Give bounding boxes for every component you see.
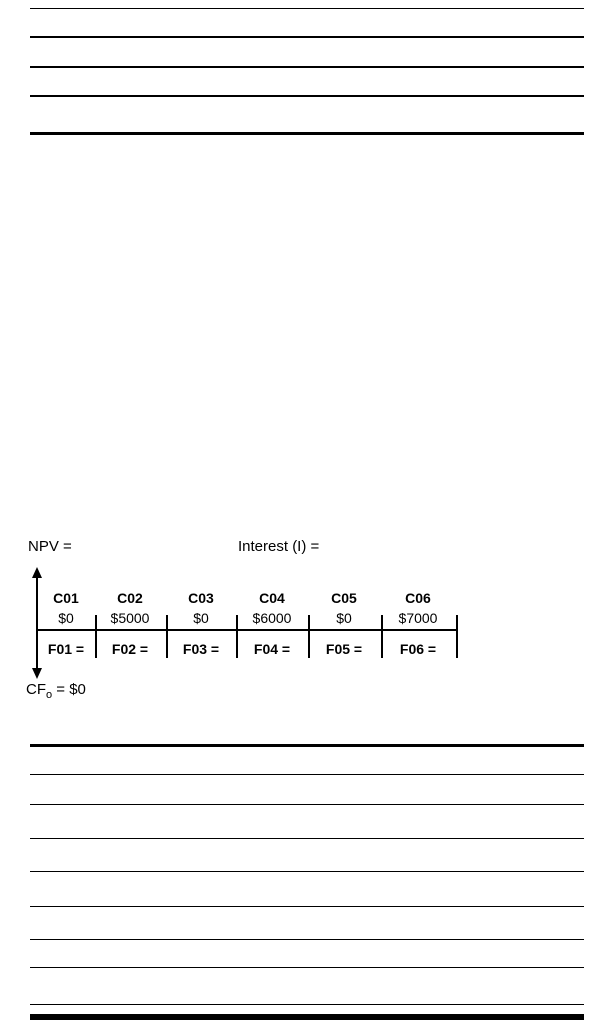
ruled-line <box>30 838 584 839</box>
c-period-label: C03 <box>188 590 214 606</box>
cf0-prefix: CF <box>26 681 46 698</box>
cashflow-value: $0 <box>58 610 74 626</box>
f-frequency-label: F05 = <box>325 641 363 657</box>
cashflow-column: C01 $0 F01 = <box>30 588 102 657</box>
f-frequency-label: F03 = <box>182 641 220 657</box>
timeline-tick <box>456 615 458 658</box>
c-period-label: C04 <box>259 590 285 606</box>
interest-label: Interest (I) = <box>238 538 320 555</box>
cashflow-column: C06 $7000 F06 = <box>382 588 454 657</box>
f-frequency-label: F01 = <box>47 641 85 657</box>
cashflow-value: $5000 <box>110 610 150 626</box>
cf0-label: CFo = $0 <box>26 681 86 701</box>
ruled-line <box>30 66 584 68</box>
cashflow-column: C04 $6000 F04 = <box>236 588 308 657</box>
timeline-tick <box>381 615 383 658</box>
ruled-line <box>30 967 584 968</box>
timeline-tick <box>166 615 168 658</box>
timeline-horizontal-axis <box>37 629 458 631</box>
cf0-suffix: = $0 <box>52 681 86 698</box>
ruled-line <box>30 1014 584 1020</box>
cf0-subscript: o <box>46 689 53 701</box>
f-frequency-label: F02 = <box>111 641 149 657</box>
ruled-line <box>30 132 584 135</box>
up-arrow-icon <box>32 567 42 578</box>
cashflow-value: $7000 <box>398 610 438 626</box>
ruled-line <box>30 871 584 872</box>
timeline-tick <box>236 615 238 658</box>
cashflow-value: $6000 <box>252 610 292 626</box>
timeline-tick <box>95 615 97 658</box>
cashflow-column: C03 $0 F03 = <box>165 588 237 657</box>
cashflow-column: C02 $5000 F02 = <box>94 588 166 657</box>
ruled-line <box>30 939 584 940</box>
timeline-vertical-axis <box>36 578 38 669</box>
ruled-line <box>30 774 584 775</box>
f-frequency-label: F04 = <box>253 641 291 657</box>
cashflow-value: $0 <box>193 610 209 626</box>
ruled-line <box>30 8 584 9</box>
c-period-label: C01 <box>53 590 79 606</box>
npv-label: NPV = <box>28 538 72 555</box>
ruled-line <box>30 1004 584 1005</box>
c-period-label: C06 <box>405 590 431 606</box>
cashflow-column: C05 $0 F05 = <box>308 588 380 657</box>
ruled-line <box>30 906 584 907</box>
ruled-line <box>30 804 584 805</box>
f-frequency-label: F06 = <box>399 641 437 657</box>
down-arrow-icon <box>32 668 42 679</box>
c-period-label: C05 <box>331 590 357 606</box>
ruled-line <box>30 95 584 97</box>
timeline-tick <box>308 615 310 658</box>
cashflow-value: $0 <box>336 610 352 626</box>
ruled-line <box>30 744 584 747</box>
ruled-line <box>30 36 584 38</box>
c-period-label: C02 <box>117 590 143 606</box>
